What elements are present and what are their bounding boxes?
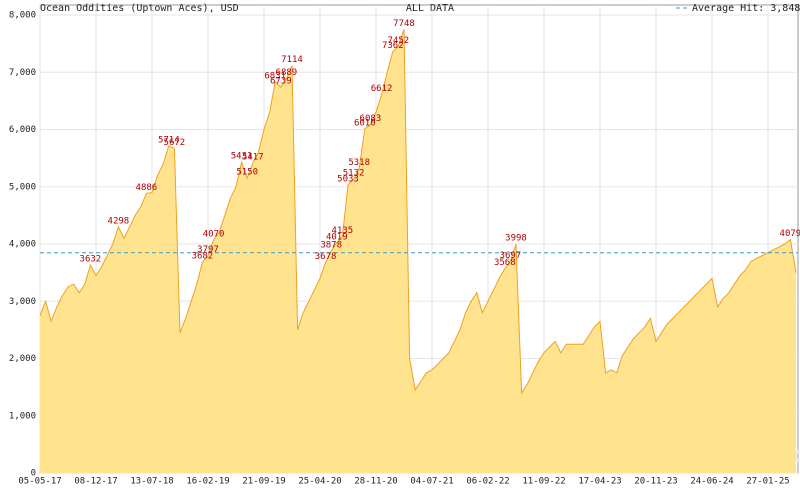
x-tick-label: 28-11-20 (354, 477, 397, 487)
data-label: 5318 (348, 158, 370, 168)
data-label: 3568 (494, 258, 516, 268)
x-tick-label: 16-02-19 (186, 477, 229, 487)
data-label: 4298 (108, 216, 130, 226)
data-label: 6010 (354, 118, 376, 128)
data-label: 5714 (158, 135, 180, 145)
data-label: 4070 (203, 229, 225, 239)
data-label: 7362 (382, 41, 404, 51)
data-label: 7114 (281, 55, 303, 65)
data-label: 6831 (264, 71, 286, 81)
y-tick-label: 7,000 (9, 68, 36, 78)
y-tick-label: 6,000 (9, 125, 36, 135)
y-tick-label: 8,000 (9, 11, 36, 21)
data-label: 5033 (337, 174, 359, 184)
data-label: 6889 (276, 68, 298, 78)
x-tick-label: 25-04-20 (298, 477, 341, 487)
x-tick-label: 04-07-21 (410, 477, 453, 487)
x-tick-label: 21-09-19 (242, 477, 285, 487)
data-label: 6083 (360, 114, 382, 124)
area (40, 29, 796, 474)
data-label: 3678 (315, 252, 337, 262)
x-tick-label: 13-07-18 (130, 477, 173, 487)
x-tick-label: 24-06-24 (690, 477, 733, 487)
data-label: 3797 (197, 245, 219, 255)
x-tick-label: 06-02-22 (466, 477, 509, 487)
y-tick-label: 1,000 (9, 411, 36, 421)
data-label: 4135 (332, 226, 354, 236)
data-label: 3998 (505, 234, 527, 244)
data-label: 7452 (388, 36, 410, 46)
data-label: 3878 (320, 240, 342, 250)
line (39, 29, 797, 395)
x-tick-label: 08-12-17 (74, 477, 117, 487)
data-label: 3697 (500, 251, 522, 261)
data-label: 4079 (780, 229, 800, 239)
x-tick-label: 20-11-23 (634, 477, 677, 487)
y-tick-label: 5,000 (9, 182, 36, 192)
data-label: 4019 (326, 232, 348, 242)
data-label: 3682 (192, 252, 214, 262)
x-tick-label: 05-05-17 (18, 477, 61, 487)
y-tick-label: 2,000 (9, 354, 36, 364)
x-tick-label: 11-09-22 (522, 477, 565, 487)
data-label: 5431 (231, 152, 253, 162)
y-tick-label: 0 (31, 469, 36, 479)
data-label: 5132 (343, 169, 365, 179)
data-label: 5417 (242, 152, 264, 162)
data-label: 6612 (371, 84, 393, 94)
y-tick-label: 3,000 (9, 297, 36, 307)
data-label: 7748 (393, 19, 415, 29)
data-label: 6739 (270, 77, 292, 87)
data-label: 5672 (164, 138, 186, 148)
x-tick-label: 27-01-25 (746, 477, 789, 487)
chart-subtitle: ALL DATA (406, 3, 454, 14)
data-label: 5150 (236, 168, 258, 178)
chart-title: Ocean Oddities (Uptown Aces), USD (40, 3, 239, 14)
data-label: 3632 (80, 255, 102, 265)
y-tick-label: 4,000 (9, 240, 36, 250)
legend-label: Average Hit: 3,848 (692, 3, 800, 14)
x-tick-label: 17-04-23 (578, 477, 621, 487)
data-label: 4886 (136, 183, 158, 193)
